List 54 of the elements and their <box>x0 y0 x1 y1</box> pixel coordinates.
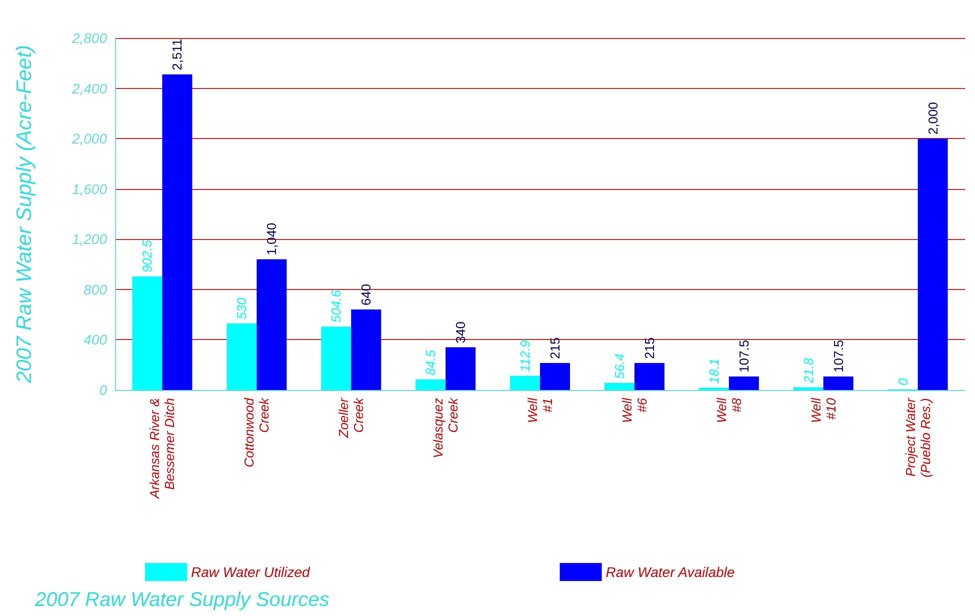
data-label: 18.1 <box>706 358 722 384</box>
bar <box>226 323 257 390</box>
y-tick-label: 0 <box>99 382 108 398</box>
data-label: 504.6 <box>328 289 344 323</box>
data-label: 107.5 <box>830 340 846 372</box>
y-axis-title: 2007 Raw Water Supply (Acre-Feet) <box>13 44 36 384</box>
x-tick-label: Well #6 <box>619 396 650 424</box>
y-tick-label: 1,200 <box>72 231 108 248</box>
bar <box>256 259 287 390</box>
bar <box>918 138 948 390</box>
x-tick-label: Well #8 <box>714 396 744 424</box>
data-label: 340 <box>453 322 468 344</box>
data-label: 112.9 <box>518 340 532 372</box>
x-axis-title: 2007 Raw Water Supply Sources <box>34 589 330 611</box>
data-label: 640 <box>358 284 374 306</box>
bar <box>132 276 162 390</box>
bar <box>446 347 476 390</box>
x-tick-label: Project Water (Pueblo Res.) <box>902 397 933 478</box>
data-label: 0 <box>895 378 910 386</box>
y-tick-label: 2,800 <box>70 30 108 46</box>
y-tick-label: 2,000 <box>70 130 108 147</box>
data-label: 215 <box>548 337 562 359</box>
x-tick-label: Arkansas River & Bessemer Ditch <box>147 398 178 500</box>
x-tick-label: Cottonwood Creek <box>242 396 272 468</box>
data-label: 21.8 <box>800 357 816 384</box>
y-tick-label: 2,400 <box>70 80 108 96</box>
data-label: 56.4 <box>612 354 627 379</box>
data-label: 530 <box>234 296 250 320</box>
data-label: 84.5 <box>423 349 438 376</box>
legend-label: Raw Water Utilized <box>191 564 311 580</box>
x-tick-label: Velasquez Creek <box>430 396 461 458</box>
y-tick-label: 400 <box>84 332 108 348</box>
bar <box>510 376 540 390</box>
bar <box>604 382 634 390</box>
bar <box>823 376 854 390</box>
bar <box>351 310 382 390</box>
y-tick-label: 1,600 <box>72 180 108 197</box>
data-label: 902.5 <box>140 239 155 273</box>
x-tick-label: Well #1 <box>525 396 555 424</box>
x-tick-label: Zoeller Creek <box>336 396 366 439</box>
bar <box>162 74 192 390</box>
legend-label: Raw Water Available <box>606 564 735 580</box>
data-label: 2,000 <box>925 102 940 135</box>
data-label: 1,040 <box>264 222 280 256</box>
bar <box>321 326 352 390</box>
bar <box>540 362 570 390</box>
data-label: 2,511 <box>170 38 185 70</box>
bar <box>416 379 446 390</box>
bar <box>634 362 664 390</box>
data-label: 107.5 <box>736 340 752 372</box>
bar <box>728 376 759 390</box>
y-tick-label: 800 <box>84 281 108 298</box>
x-tick-label: Well #10 <box>808 396 838 424</box>
data-label: 215 <box>642 337 657 359</box>
